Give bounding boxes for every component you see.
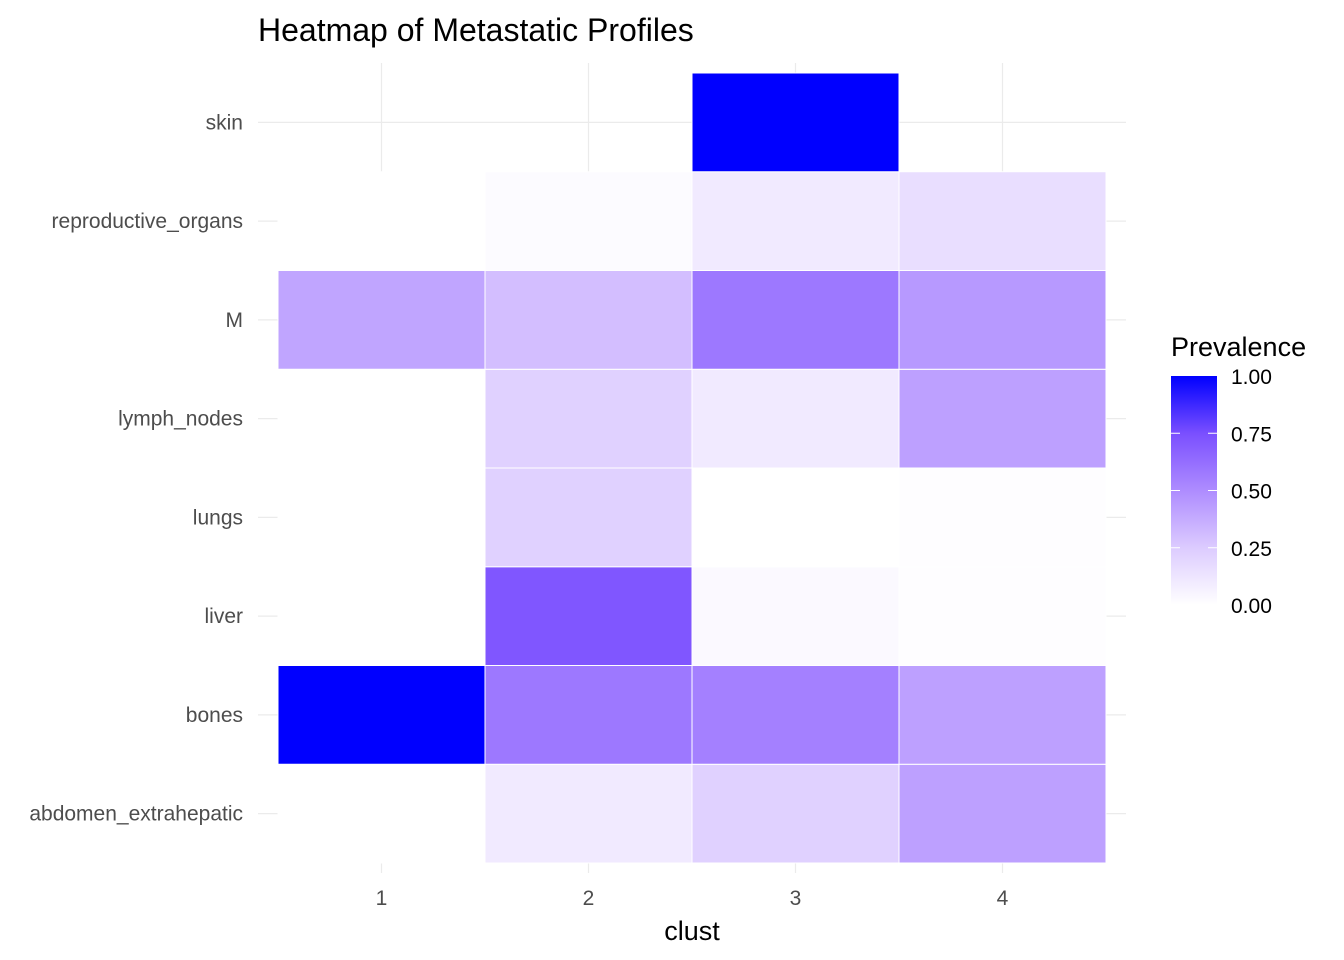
heatmap-cell-liver-2 bbox=[484, 566, 693, 666]
legend: Prevalence 0.00 0.25 0.50 0.75 1.00 bbox=[1171, 332, 1306, 618]
x-tick-label: 4 bbox=[997, 887, 1009, 910]
y-tick-label: reproductive_organs bbox=[52, 210, 243, 233]
x-axis-title: clust bbox=[664, 916, 720, 946]
legend-tick-label: 0.50 bbox=[1231, 481, 1272, 504]
heatmap-cell-abdomen_extrahepatic-4 bbox=[898, 763, 1107, 864]
legend-title: Prevalence bbox=[1171, 332, 1306, 362]
y-tick-label: liver bbox=[204, 605, 243, 628]
heatmap-cell-M-2 bbox=[484, 270, 693, 370]
heatmap-cell-bones-2 bbox=[484, 665, 693, 765]
heatmap-cell-lymph_nodes-3 bbox=[691, 368, 900, 469]
heatmap-cell-reproductive_organs-3 bbox=[691, 171, 900, 271]
y-tick-label: skin bbox=[206, 111, 243, 134]
y-tick-label: abdomen_extrahepatic bbox=[29, 803, 243, 826]
heatmap-cell-abdomen_extrahepatic-2 bbox=[484, 763, 693, 864]
heatmap-cell-liver-1 bbox=[277, 566, 486, 666]
heatmap-cell-reproductive_organs-4 bbox=[898, 171, 1107, 271]
legend-tick-label: 1.00 bbox=[1231, 366, 1272, 389]
heatmap-cell-lungs-2 bbox=[484, 467, 693, 568]
y-tick-label: lymph_nodes bbox=[118, 408, 243, 431]
legend-tick-label: 0.75 bbox=[1231, 423, 1272, 446]
x-tick-label: 3 bbox=[790, 887, 802, 910]
heatmap-cell-liver-4 bbox=[898, 566, 1107, 666]
y-tick-label: bones bbox=[186, 704, 243, 727]
legend-ticks: 0.00 0.25 0.50 0.75 1.00 bbox=[1171, 366, 1272, 618]
heatmap-cell-M-4 bbox=[898, 270, 1107, 370]
x-tick-label: 2 bbox=[583, 887, 595, 910]
legend-tick-label: 0.25 bbox=[1231, 538, 1272, 561]
heatmap-cell-lymph_nodes-1 bbox=[277, 368, 486, 469]
y-tick-label: lungs bbox=[193, 506, 243, 529]
legend-tick-label: 0.00 bbox=[1231, 595, 1272, 618]
heatmap-cell-bones-3 bbox=[691, 665, 900, 765]
heatmap-cell-lungs-4 bbox=[898, 467, 1107, 568]
heatmap-cell-bones-4 bbox=[898, 665, 1107, 765]
heatmap-cell-reproductive_organs-1 bbox=[277, 171, 486, 271]
heatmap-cell-bones-1 bbox=[277, 665, 486, 765]
heatmap-cell-abdomen_extrahepatic-1 bbox=[277, 763, 486, 864]
x-tick-label: 1 bbox=[376, 887, 388, 910]
heatmap-cell-skin-3 bbox=[691, 72, 900, 173]
heatmap-cell-M-3 bbox=[691, 270, 900, 370]
chart-title: Heatmap of Metastatic Profiles bbox=[258, 12, 694, 48]
heatmap-cell-M-1 bbox=[277, 270, 486, 370]
y-axis-ticks: abdomen_extrahepatic bones liver lungs lymph… bbox=[29, 111, 243, 825]
heatmap-cell-lymph_nodes-2 bbox=[484, 368, 693, 469]
x-axis-ticks: 1 2 3 4 bbox=[376, 887, 1009, 910]
heatmap-cell-reproductive_organs-2 bbox=[484, 171, 693, 271]
heatmap-cell-liver-3 bbox=[691, 566, 900, 666]
heatmap-cell-lymph_nodes-4 bbox=[898, 368, 1107, 469]
y-tick-label: M bbox=[226, 309, 244, 332]
heatmap-cell-lungs-3 bbox=[691, 467, 900, 568]
heatmap-cell-lungs-1 bbox=[277, 467, 486, 568]
heatmap-cell-abdomen_extrahepatic-3 bbox=[691, 763, 900, 864]
heatmap-tiles bbox=[277, 72, 1107, 864]
